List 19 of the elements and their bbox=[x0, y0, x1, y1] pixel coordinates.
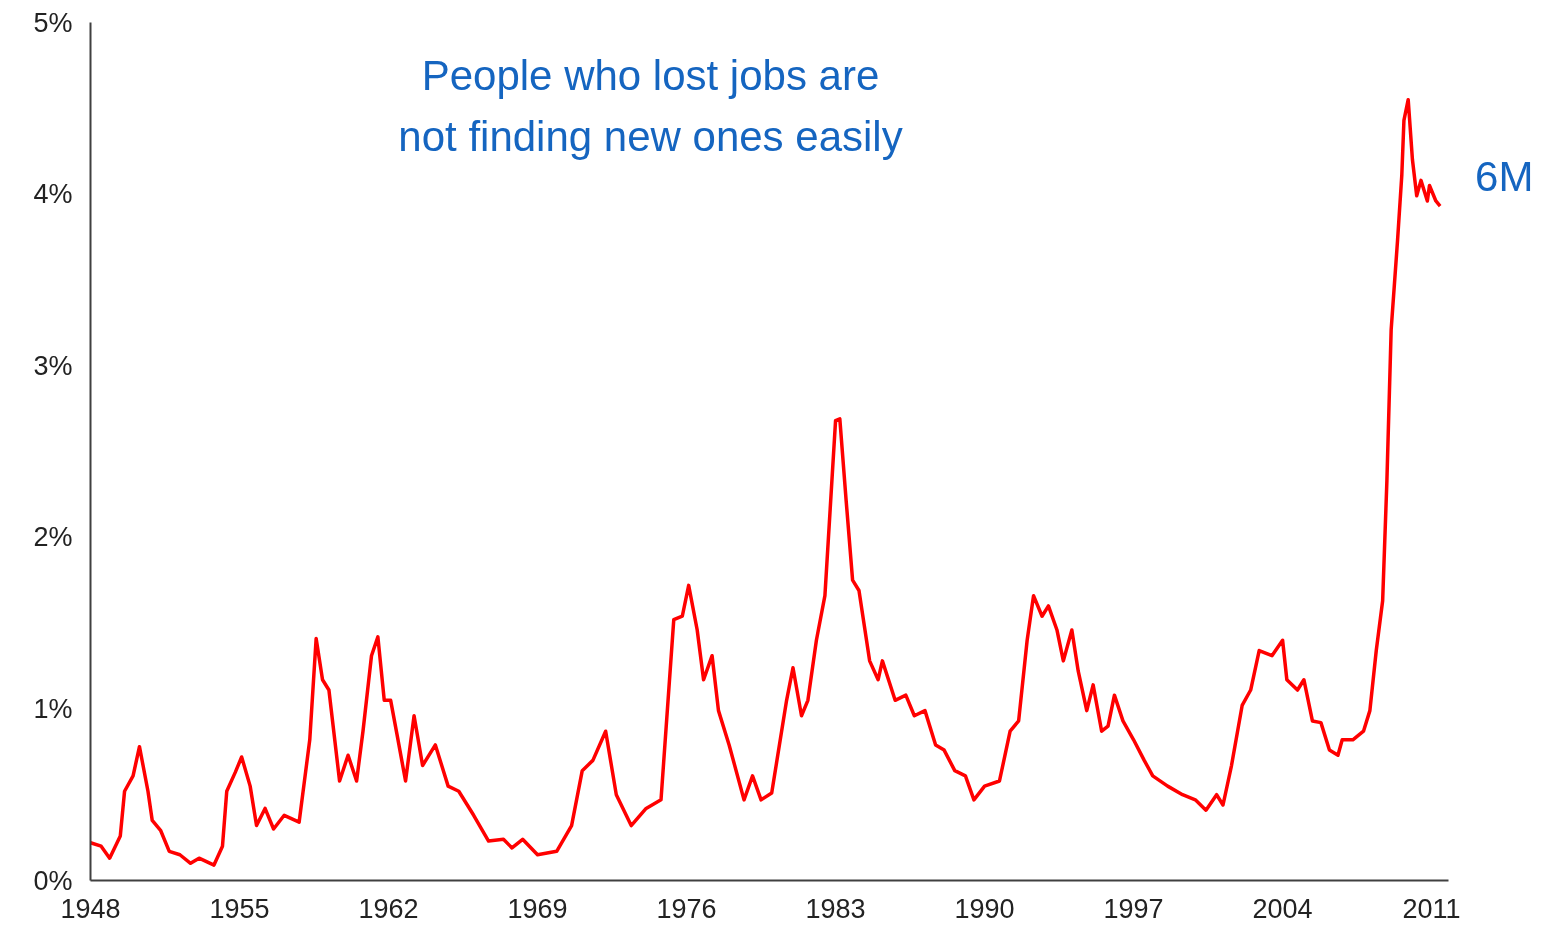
y-tick-label: 1% bbox=[33, 693, 73, 724]
y-tick-label: 2% bbox=[33, 522, 73, 553]
x-tick-label: 1969 bbox=[507, 893, 568, 924]
annotation: People who lost jobs are not finding new ones easily bbox=[398, 52, 903, 161]
x-tick-label: 1955 bbox=[209, 893, 270, 924]
x-tick-label: 1976 bbox=[656, 893, 717, 924]
x-tick-label: 1948 bbox=[60, 893, 121, 924]
x-tick-label: 1983 bbox=[805, 893, 866, 924]
y-tick-label: 5% bbox=[33, 7, 73, 38]
x-tick-label: 1997 bbox=[1103, 893, 1164, 924]
x-tick-label: 2011 bbox=[1402, 893, 1461, 924]
x-tick-label: 1962 bbox=[358, 893, 419, 924]
y-tick-label: 3% bbox=[33, 350, 73, 381]
line-series bbox=[90, 97, 1442, 867]
x-tick-label: 2004 bbox=[1252, 893, 1313, 924]
y-tick-label: 4% bbox=[33, 179, 73, 210]
y-tick-label: 0% bbox=[33, 865, 73, 896]
annotation: 6M bbox=[1475, 152, 1534, 200]
x-tick-label: 1990 bbox=[954, 893, 1015, 924]
